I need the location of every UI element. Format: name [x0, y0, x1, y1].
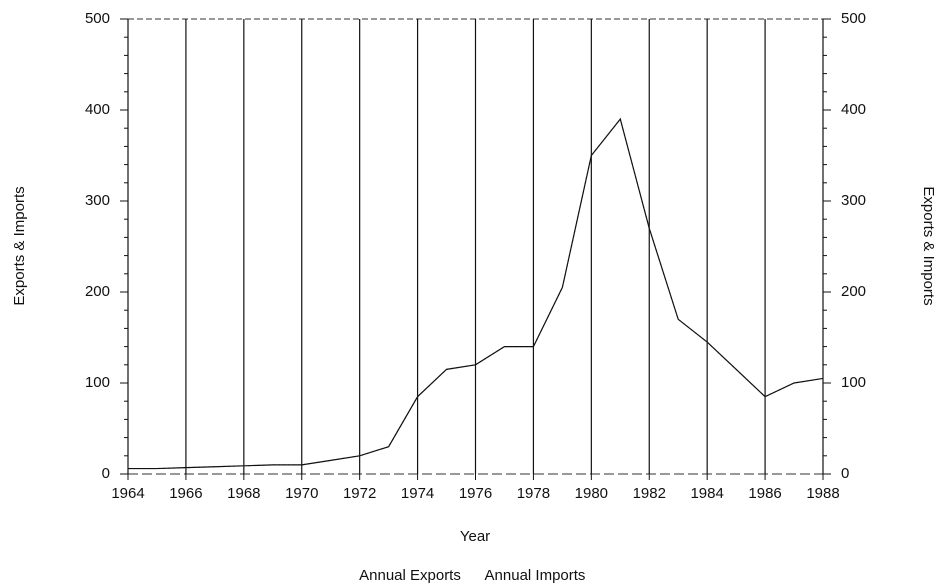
x-tick-label: 1980 [575, 485, 608, 502]
y-tick-label: 400 [85, 101, 110, 118]
x-tick-label: 1968 [227, 485, 260, 502]
x-tick-label: 1988 [806, 485, 839, 502]
y-tick-label: 300 [85, 192, 110, 209]
x-tick-label: 1976 [459, 485, 492, 502]
series-line [128, 117, 824, 470]
y2-tick-label: 400 [841, 101, 866, 118]
y-tick-label: 0 [102, 465, 110, 482]
x-tick-label: 1972 [343, 485, 376, 502]
legend-label: Annual Exports [359, 567, 461, 584]
x-tick-label: 1986 [748, 485, 781, 502]
x-tick-label: 1974 [401, 485, 434, 502]
y2-tick-label: 200 [841, 283, 866, 300]
y-axis-label: Exports & Imports [11, 186, 28, 305]
y2-tick-label: 300 [841, 192, 866, 209]
x-tick-label: 1966 [169, 485, 202, 502]
y2-tick-label: 100 [841, 374, 866, 391]
legend-label: Annual Imports [485, 567, 586, 584]
y-tick-label: 100 [85, 374, 110, 391]
y2-axis-label: Exports & Imports [920, 186, 937, 305]
x-tick-label: 1964 [111, 485, 144, 502]
x-tick-label: 1984 [690, 485, 723, 502]
x-tick-label: 1970 [285, 485, 318, 502]
x-axis-label: Year [460, 528, 490, 545]
y-tick-label: 200 [85, 283, 110, 300]
x-tick-label: 1978 [517, 485, 550, 502]
y2-tick-label: 0 [841, 465, 849, 482]
x-tick-label: 1982 [633, 485, 666, 502]
y-tick-label: 500 [85, 10, 110, 27]
y2-tick-label: 500 [841, 10, 866, 27]
